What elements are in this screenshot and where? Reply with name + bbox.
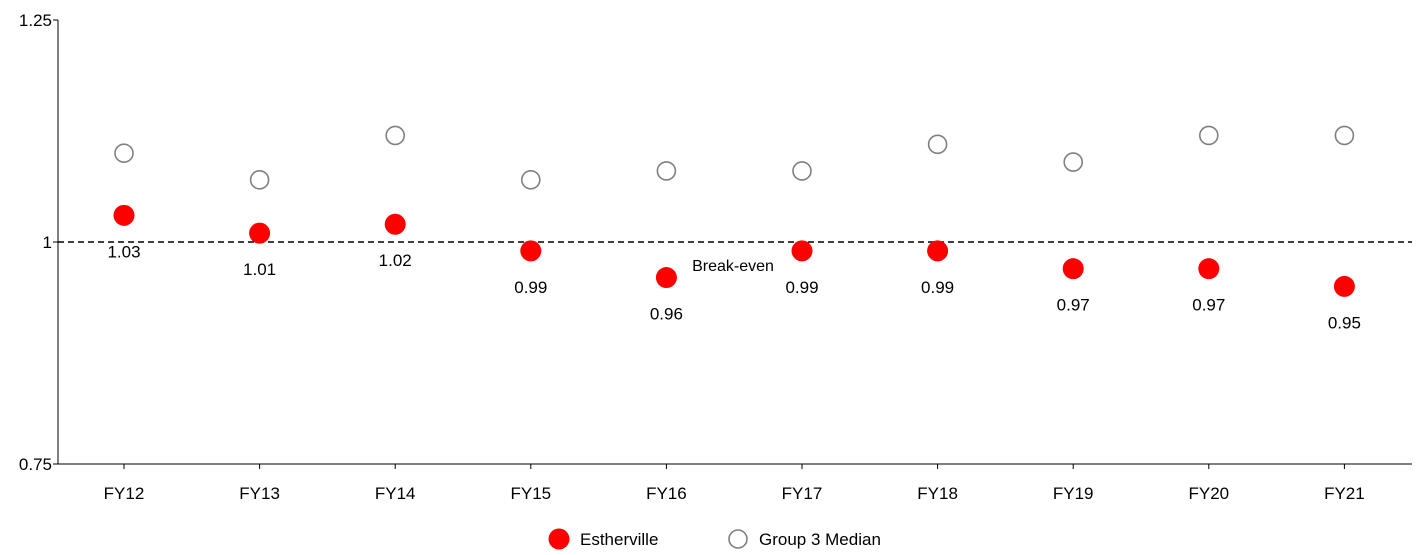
- median-point: [1063, 152, 1083, 172]
- median-point: [385, 125, 406, 146]
- estherville-point: [249, 222, 271, 244]
- axes: 0.75 1 1.25 FY12 FY13 FY14 FY15 FY16 FY17 FY18 FY1…: [19, 11, 1412, 503]
- break-even-label: Break-even: [692, 258, 774, 275]
- legend: Estherville Group 3 Median: [548, 528, 881, 550]
- estherville-data-label: 0.96: [650, 305, 683, 324]
- x-tick-label: FY17: [782, 484, 823, 503]
- estherville-data-label: 0.97: [1057, 296, 1090, 315]
- x-tick-label: FY12: [104, 484, 145, 503]
- median-point: [520, 170, 541, 190]
- median-point: [114, 143, 134, 163]
- reference-line-group: Break-even: [58, 241, 1412, 275]
- estherville-point: [1333, 275, 1355, 297]
- estherville-series: 1.03 1.01 1.02 0.99 0.96 0.99 0.99 0.97 0.97 0.95: [107, 204, 1361, 332]
- estherville-data-label: 0.97: [1192, 296, 1225, 315]
- x-tick-label: FY15: [510, 484, 551, 503]
- estherville-point: [655, 267, 677, 289]
- x-tick-label: FY18: [917, 484, 958, 503]
- x-tick-label: FY13: [239, 484, 280, 503]
- legend-estherville-label: Estherville: [580, 530, 658, 549]
- legend-median-marker: [728, 529, 748, 549]
- estherville-point: [927, 240, 949, 262]
- estherville-data-label: 0.99: [514, 278, 547, 297]
- estherville-point: [791, 240, 813, 262]
- median-point: [1199, 125, 1219, 146]
- median-point: [927, 134, 948, 155]
- estherville-point: [1198, 258, 1220, 280]
- estherville-point: [113, 204, 135, 226]
- estherville-point: [384, 213, 406, 235]
- median-point: [656, 161, 677, 181]
- estherville-data-label: 1.01: [243, 260, 276, 279]
- x-tick-label: FY21: [1324, 484, 1365, 503]
- x-tick-label: FY16: [646, 484, 687, 503]
- median-point: [792, 161, 812, 181]
- x-tick-label: FY20: [1188, 484, 1229, 503]
- legend-estherville-marker: [548, 528, 570, 550]
- y-tick-label: 0.75: [19, 455, 52, 474]
- group-3-median-series: [114, 125, 1355, 190]
- y-tick-label: 1.25: [19, 11, 52, 30]
- x-tick-label: FY14: [375, 484, 416, 503]
- estherville-point: [520, 240, 542, 262]
- x-tick-label: FY19: [1053, 484, 1094, 503]
- estherville-point: [1062, 258, 1084, 280]
- estherville-data-label: 0.95: [1328, 313, 1361, 332]
- y-tick-label: 1: [43, 233, 52, 252]
- estherville-data-label: 1.02: [379, 251, 412, 270]
- estherville-data-label: 1.03: [107, 242, 140, 261]
- estherville-data-label: 0.99: [785, 278, 818, 297]
- median-point: [1334, 125, 1355, 146]
- estherville-data-label: 0.99: [921, 278, 954, 297]
- median-point: [249, 170, 270, 190]
- legend-median-label: Group 3 Median: [759, 530, 881, 549]
